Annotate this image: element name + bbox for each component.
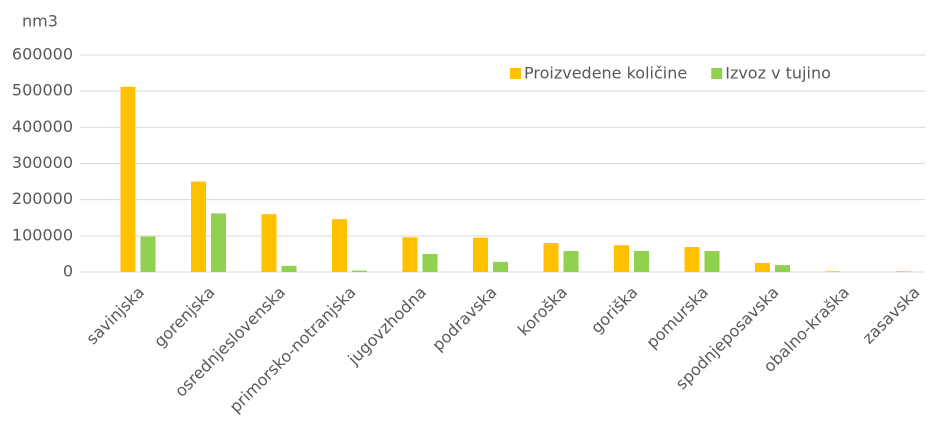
x-tick-label: zasavska [859,283,924,348]
x-tick-label: goriška [587,283,642,338]
y-tick-label: 600000 [12,45,73,64]
bar [563,251,579,272]
x-tick-label: gorenjska [150,283,218,351]
bar [473,237,488,272]
bar [543,243,559,272]
y-tick-label: 500000 [12,81,73,100]
bar [775,265,790,272]
bar [422,253,438,272]
y-tick-label: 400000 [12,117,73,136]
bar [896,271,911,272]
bar [825,271,841,272]
bar [614,245,629,272]
bar [755,262,770,272]
x-tick-label: primorsko-notranjska [226,283,360,417]
y-tick-label: 200000 [12,189,73,208]
y-tick-label: 300000 [12,153,73,172]
y-tick-label: 100000 [12,225,73,244]
y-axis-label: nm3 [22,12,58,31]
bar [140,236,156,272]
legend-label: Izvoz v tujino [725,64,831,83]
bar [191,181,206,272]
bar [281,265,297,272]
x-tick-label: podravska [428,283,500,355]
bar [211,213,226,272]
y-tick-label: 0 [63,262,73,281]
bar [634,251,649,272]
legend-swatch [711,68,723,79]
x-tick-label: savinjska [82,283,148,349]
x-tick-label: pomurska [642,283,712,353]
x-tick-label: koroška [514,283,571,340]
bar [402,237,418,272]
legend-swatch [510,68,521,79]
bar [332,219,347,272]
bar [493,261,508,272]
legend-label: Proizvedene količine [524,64,687,83]
bar [352,270,367,272]
bar [261,214,277,272]
bar [684,247,700,272]
bar [704,251,720,272]
bar [120,86,136,273]
